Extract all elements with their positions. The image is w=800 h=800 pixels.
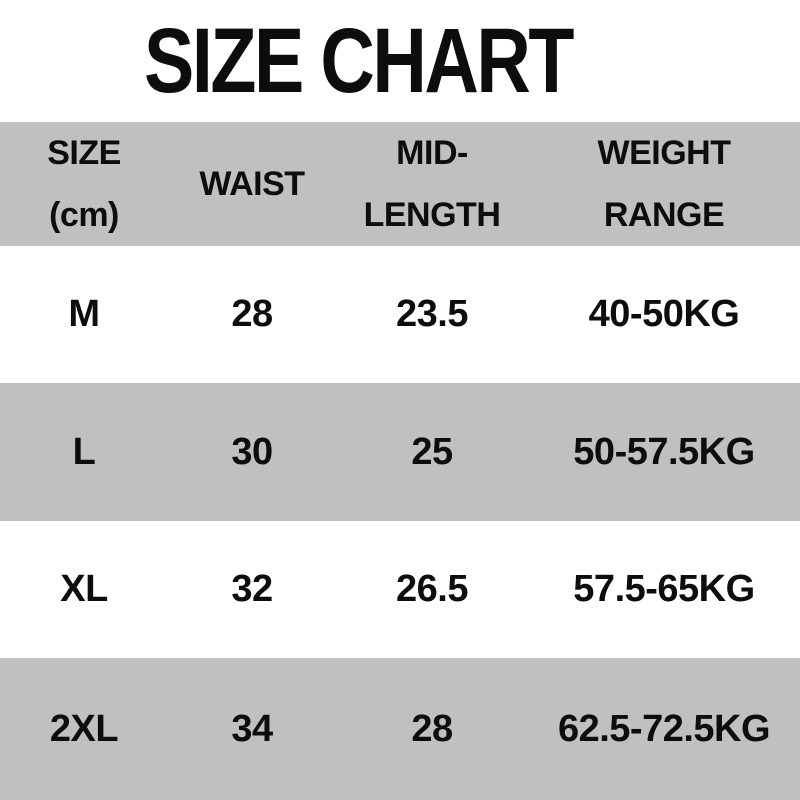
header-cell-waist: WAIST (199, 165, 305, 203)
header-cell-size: SIZE (cm) (47, 134, 121, 234)
table-row-xl: XL 32 26.5 57.5-65KG (0, 521, 800, 658)
cell-size: L (72, 430, 96, 473)
cell-waist: 30 (231, 430, 273, 473)
cell-waist: 32 (231, 568, 273, 610)
cell-weight-range: 40-50KG (588, 293, 740, 335)
cell-waist: 34 (231, 707, 273, 750)
size-table: SIZE (cm) WAIST MID- LENGTH WEIGHT RANGE… (0, 122, 800, 800)
table-row-l: L 30 25 50-57.5KG (0, 383, 800, 521)
cell-weight-range: 62.5-72.5KG (557, 707, 771, 750)
cell-size: XL (60, 568, 108, 610)
cell-mid-length: 28 (411, 707, 453, 750)
cell-waist: 28 (231, 293, 273, 335)
table-row-m: M 28 23.5 40-50KG (0, 246, 800, 383)
cell-size: 2XL (49, 707, 119, 750)
header-cell-mid-length: MID- LENGTH (363, 134, 501, 234)
cell-mid-length: 25 (411, 430, 453, 473)
page-title: SIZE CHART (143, 10, 575, 112)
cell-mid-length: 23.5 (396, 293, 468, 335)
cell-weight-range: 50-57.5KG (573, 430, 755, 473)
title-bar: SIZE CHART (0, 0, 800, 122)
table-header-row: SIZE (cm) WAIST MID- LENGTH WEIGHT RANGE (0, 122, 800, 246)
header-cell-weight-range: WEIGHT RANGE (597, 134, 731, 234)
cell-weight-range: 57.5-65KG (573, 568, 755, 610)
table-row-2xl: 2XL 34 28 62.5-72.5KG (0, 658, 800, 800)
cell-size: M (68, 293, 100, 335)
cell-mid-length: 26.5 (396, 568, 468, 610)
